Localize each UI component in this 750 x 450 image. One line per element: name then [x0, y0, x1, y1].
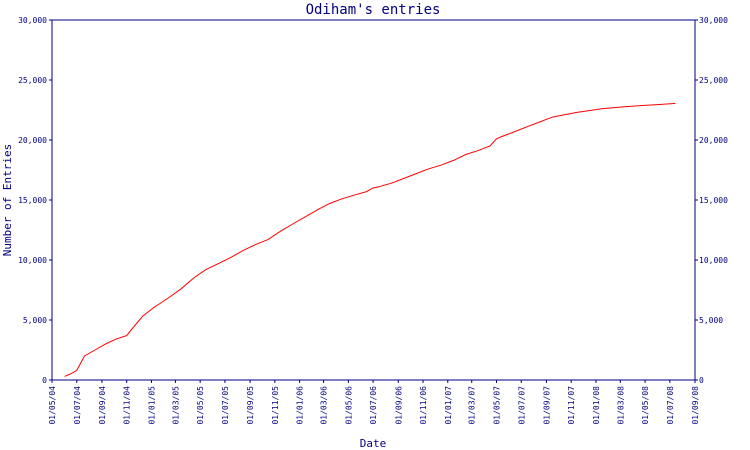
x-tick-label: 01/01/07	[444, 386, 453, 425]
x-tick-label: 01/03/08	[616, 386, 625, 425]
y-tick-label-left: 0	[42, 376, 47, 385]
y-tick-label-right: 5,000	[699, 316, 723, 325]
y-tick-label-right: 10,000	[699, 256, 728, 265]
y-tick-label-right: 20,000	[699, 136, 728, 145]
x-tick-label: 01/09/07	[542, 386, 551, 425]
x-tick-label: 01/07/06	[369, 386, 378, 425]
x-tick-label: 01/09/06	[394, 386, 403, 425]
x-tick-label: 01/05/05	[196, 386, 205, 425]
x-tick-label: 01/01/08	[592, 386, 601, 425]
x-tick-label: 01/11/06	[419, 386, 428, 425]
chart-title: Odiham's entries	[306, 2, 441, 18]
x-tick-label: 01/01/05	[147, 386, 156, 425]
x-tick-label: 01/05/07	[492, 386, 501, 425]
x-tick-label: 01/11/04	[123, 386, 132, 425]
x-tick-label: 01/07/04	[73, 386, 82, 425]
x-tick-label: 01/09/04	[98, 386, 107, 425]
y-tick-label-left: 20,000	[18, 136, 47, 145]
x-tick-label: 01/05/04	[48, 386, 57, 425]
x-tick-label: 01/05/08	[641, 386, 650, 425]
y-tick-label-left: 30,000	[18, 16, 47, 25]
plot-area: 0 0 5,000 5,000 10,000 10,000 15,000 15,000 20,0…	[18, 16, 728, 425]
y-tick-label-left: 10,000	[18, 256, 47, 265]
y-tick-label-left: 25,000	[18, 76, 47, 85]
y-axis-title: Number of Entries	[1, 144, 14, 257]
y-tick-label-left: 15,000	[18, 196, 47, 205]
x-tick-label: 01/11/07	[567, 386, 576, 425]
x-tick-label: 01/11/05	[271, 386, 280, 425]
x-tick-label: 01/07/08	[666, 386, 675, 425]
y-tick-label-right: 0	[699, 376, 704, 385]
y-tick-label-right: 15,000	[699, 196, 728, 205]
y-tick-label-right: 25,000	[699, 76, 728, 85]
x-tick-label: 01/09/08	[691, 386, 700, 425]
x-tick-label: 01/05/06	[344, 386, 353, 425]
y-tick-label-right: 30,000	[699, 16, 728, 25]
x-tick-label: 01/09/05	[246, 386, 255, 425]
x-tick-label: 01/03/05	[171, 386, 180, 425]
entries-series-line	[64, 102, 676, 377]
x-axis-title: Date	[360, 437, 387, 450]
x-tick-label: 01/07/07	[517, 386, 526, 425]
x-tick-label: 01/07/05	[221, 386, 230, 425]
x-tick-label: 01/03/07	[468, 386, 477, 425]
x-tick-label: 01/03/06	[320, 386, 329, 425]
x-tick-label: 01/01/06	[296, 386, 305, 425]
y-tick-label-left: 5,000	[23, 316, 47, 325]
